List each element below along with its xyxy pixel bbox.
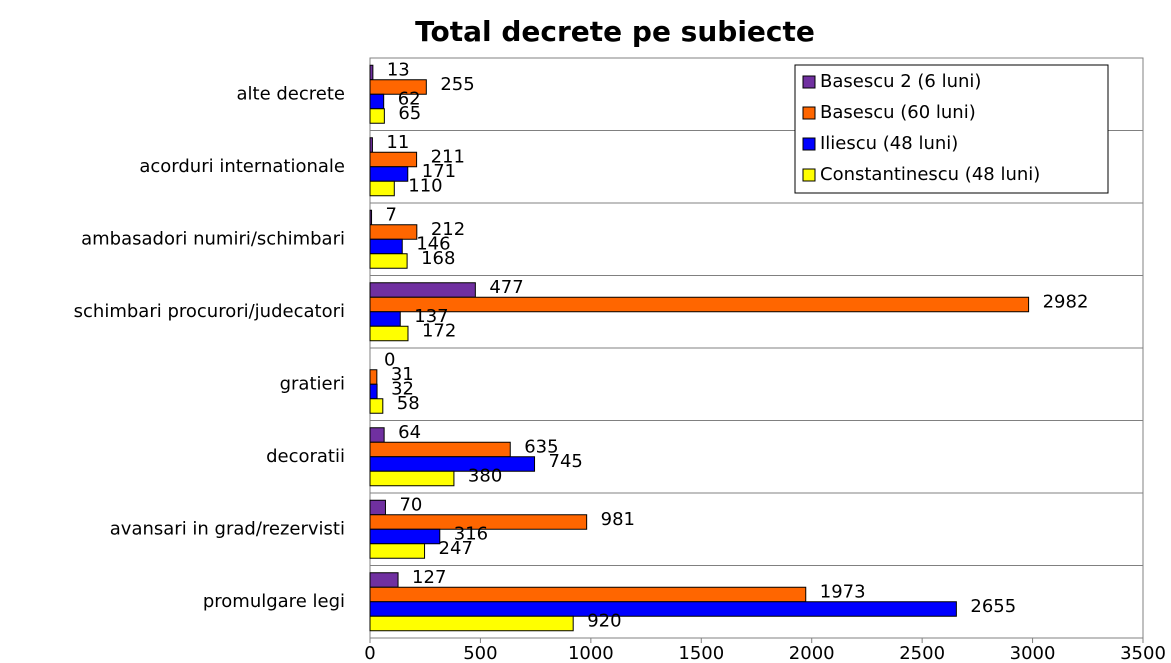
bar (369, 615, 574, 632)
data-label: 255 (440, 74, 474, 95)
bar (369, 383, 378, 400)
bar (369, 79, 427, 95)
data-label: 146 (416, 234, 450, 255)
y-tick-label: schimbari procurori/judecatori (74, 301, 345, 322)
data-label: 58 (397, 393, 420, 414)
bar (369, 282, 476, 298)
data-label: 211 (431, 147, 465, 168)
bar (369, 441, 511, 458)
bar (369, 64, 374, 81)
bar (369, 151, 418, 168)
bar (369, 296, 1030, 313)
x-tick-label: 0 (364, 643, 375, 663)
bar (369, 514, 588, 530)
data-label: 981 (601, 509, 635, 530)
data-label: 247 (439, 538, 473, 559)
x-tick-label: 3000 (1010, 643, 1056, 663)
legend-label: Constantinescu (48 luni) (820, 164, 1040, 185)
bar (369, 166, 409, 182)
y-tick-label: gratieri (280, 373, 345, 394)
bar (369, 253, 408, 269)
data-label: 2982 (1043, 292, 1089, 313)
y-tick-label: avansari in grad/rezervisti (110, 518, 345, 539)
bar (369, 398, 384, 414)
data-label: 316 (454, 524, 488, 545)
data-label: 31 (391, 364, 414, 385)
data-label: 11 (386, 132, 409, 153)
y-tick-label: promulgare legi (203, 591, 345, 612)
bar (369, 209, 373, 226)
chart-title: Total decrete pe subiecte (415, 15, 815, 48)
bar (369, 137, 373, 153)
bar (369, 180, 395, 197)
data-label: 127 (412, 567, 446, 588)
bar (369, 369, 378, 385)
bar (369, 586, 807, 603)
bar (369, 238, 403, 255)
legend-swatch (802, 106, 816, 120)
x-tick-label: 2000 (789, 643, 835, 663)
bar (369, 311, 401, 327)
data-label: 7 (386, 205, 397, 226)
x-tick-label: 3500 (1120, 643, 1166, 663)
bar (369, 224, 418, 240)
bar (369, 499, 386, 516)
data-label: 13 (387, 60, 410, 81)
bar (369, 528, 441, 545)
y-tick-label: alte decrete (237, 83, 346, 104)
legend-box (794, 64, 1109, 194)
data-label: 32 (391, 379, 414, 400)
data-label: 64 (398, 422, 421, 443)
legend-label: Basescu 2 (6 luni) (820, 71, 981, 92)
data-label: 212 (431, 219, 465, 240)
data-label: 168 (421, 248, 455, 269)
bar (369, 543, 426, 559)
data-label: 380 (468, 466, 502, 487)
legend-swatch (802, 168, 816, 182)
data-label: 1973 (820, 582, 866, 603)
y-tick-label: decoratii (266, 446, 345, 467)
data-label: 2655 (970, 596, 1016, 617)
bar (369, 427, 385, 443)
data-label: 65 (398, 103, 421, 124)
data-label: 172 (422, 321, 456, 342)
data-label: 171 (422, 161, 456, 182)
y-tick-label: ambasadori numiri/schimbari (81, 228, 345, 249)
data-label: 137 (414, 306, 448, 327)
legend-swatch (802, 75, 816, 89)
x-tick-label: 1500 (678, 643, 724, 663)
data-label: 920 (587, 611, 621, 632)
bar (369, 108, 385, 124)
bar (369, 456, 536, 472)
x-tick-label: 2500 (899, 643, 945, 663)
data-label: 110 (408, 176, 442, 197)
x-tick-label: 500 (463, 643, 497, 663)
x-tick-label: 1000 (568, 643, 614, 663)
bar (369, 325, 409, 342)
legend-label: Basescu (60 luni) (820, 102, 976, 123)
data-label: 635 (524, 437, 558, 458)
data-label: 745 (549, 451, 583, 472)
data-label: 70 (399, 495, 422, 516)
data-label: 0 (384, 350, 395, 371)
bar (369, 93, 385, 110)
y-tick-label: acorduri internationale (139, 156, 345, 177)
bar (369, 470, 455, 487)
legend-label: Iliescu (48 luni) (820, 133, 958, 154)
legend-swatch (802, 137, 816, 151)
data-label: 477 (489, 277, 523, 298)
data-label: 62 (398, 89, 421, 110)
bar (369, 601, 957, 617)
bar (369, 572, 399, 588)
